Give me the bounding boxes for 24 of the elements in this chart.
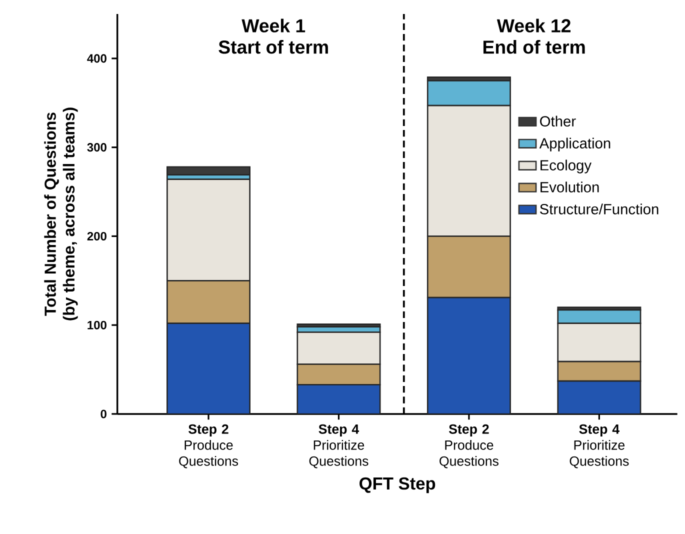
- x-axis-title: QFT Step: [360, 477, 436, 494]
- legend-label: Structure/Function: [540, 204, 658, 214]
- annotation: Start of term: [218, 40, 328, 54]
- bar: [166, 322, 250, 414]
- y-tick-label: 100: [88, 320, 106, 330]
- y-tick-label: 200: [87, 232, 106, 240]
- bar: [426, 296, 511, 414]
- x-tick-label: Step 4 Prioritize Questions: [570, 424, 629, 468]
- bar: [296, 384, 381, 414]
- y-axis-title: Total Number of Questions (by theme, across all teams): [44, 108, 78, 320]
- legend-label: Ecology: [540, 160, 592, 174]
- x-tick-label: Step 2 Produce Questions: [179, 424, 238, 468]
- annotation: Week 1: [242, 18, 306, 32]
- y-tick-label: 0: [100, 410, 106, 418]
- bar: [557, 380, 642, 414]
- annotation: Week 12: [496, 18, 570, 32]
- legend-label: Application: [539, 138, 610, 152]
- annotation: End of term: [483, 40, 585, 54]
- x-tick-label: Step 4 Prioritize Questions: [309, 424, 368, 468]
- y-tick-label: 300: [87, 143, 106, 152]
- legend-label: Evolution: [540, 182, 599, 192]
- x-tick-label: Step 2 Produce Questions: [440, 424, 498, 468]
- legend-label: Other: [540, 116, 576, 127]
- y-tick-label: 400: [87, 54, 106, 63]
